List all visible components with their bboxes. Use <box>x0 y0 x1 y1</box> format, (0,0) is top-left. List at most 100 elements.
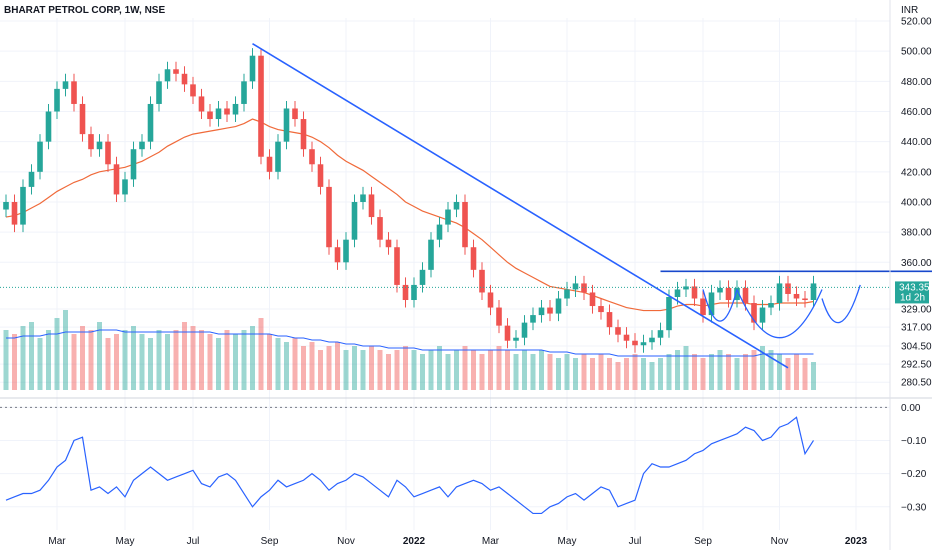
candle-body[interactable] <box>300 119 307 150</box>
candle-body[interactable] <box>190 84 196 97</box>
candle-body[interactable] <box>640 342 647 346</box>
candle-body[interactable] <box>71 81 77 104</box>
candle-body[interactable] <box>351 201 358 240</box>
candle-body[interactable] <box>249 55 256 82</box>
candle-body[interactable] <box>402 284 409 301</box>
candle-body[interactable] <box>470 247 477 270</box>
candle-body[interactable] <box>45 111 52 142</box>
candle-body[interactable] <box>564 289 570 299</box>
candle-body[interactable] <box>708 292 715 316</box>
candle-body[interactable] <box>232 103 239 115</box>
candle-body[interactable] <box>215 108 222 120</box>
candle-body[interactable] <box>810 283 817 301</box>
candle-body[interactable] <box>657 330 664 338</box>
candle-body[interactable] <box>419 269 426 285</box>
candle-body[interactable] <box>343 239 349 263</box>
candle-body[interactable] <box>173 69 179 74</box>
candle-body[interactable] <box>445 209 451 225</box>
candle-body[interactable] <box>54 88 60 112</box>
candle-body[interactable] <box>326 186 332 248</box>
candle-body[interactable] <box>37 141 43 172</box>
candle-body[interactable] <box>275 141 281 172</box>
candle-body[interactable] <box>436 224 443 240</box>
cup-handle-pattern[interactable] <box>702 284 861 339</box>
candle-body[interactable] <box>453 201 460 210</box>
candle-body[interactable] <box>292 108 298 120</box>
candle-body[interactable] <box>547 307 553 314</box>
candle-body[interactable] <box>334 247 341 263</box>
candle-body[interactable] <box>751 303 757 323</box>
candle-body[interactable] <box>411 284 417 301</box>
candle-body[interactable] <box>130 149 137 180</box>
candle-body[interactable] <box>394 247 400 285</box>
candle-body[interactable] <box>79 103 86 135</box>
candle-body[interactable] <box>479 269 485 293</box>
candle-body[interactable] <box>538 307 545 316</box>
candle-body[interactable] <box>496 307 502 326</box>
candle-body[interactable] <box>487 292 494 308</box>
candle-body[interactable] <box>802 298 808 301</box>
candle-body[interactable] <box>377 217 383 240</box>
candle-body[interactable] <box>139 141 145 150</box>
candle-body[interactable] <box>428 239 434 270</box>
candle-body[interactable] <box>385 239 392 248</box>
trendline[interactable] <box>252 42 789 369</box>
candle-body[interactable] <box>164 69 171 82</box>
candle-body[interactable] <box>521 322 528 338</box>
candle-body[interactable] <box>224 108 230 115</box>
candle-body[interactable] <box>156 81 162 104</box>
candle-body[interactable] <box>785 283 791 294</box>
candle-body[interactable] <box>768 303 774 308</box>
candle-body[interactable] <box>530 315 536 323</box>
candle-body[interactable] <box>360 194 366 202</box>
candle-body[interactable] <box>793 293 800 299</box>
candle-body[interactable] <box>504 325 511 341</box>
candle-body[interactable] <box>207 111 213 120</box>
candle-body[interactable] <box>759 307 766 323</box>
candle-body[interactable] <box>683 286 689 290</box>
candle-body[interactable] <box>581 283 587 293</box>
candle-body[interactable] <box>283 108 290 142</box>
candle-body[interactable] <box>3 201 9 210</box>
annotations[interactable] <box>0 42 932 369</box>
candle-body[interactable] <box>266 156 273 172</box>
candle-body[interactable] <box>589 292 596 307</box>
candle-body[interactable] <box>20 186 26 225</box>
candle-body[interactable] <box>181 73 188 85</box>
candle-body[interactable] <box>88 134 94 150</box>
candle-body[interactable] <box>258 55 264 157</box>
candle-body[interactable] <box>122 179 128 195</box>
candles[interactable] <box>3 48 817 353</box>
candle-body[interactable] <box>309 149 315 165</box>
candle-body[interactable] <box>11 201 18 225</box>
candle-body[interactable] <box>776 283 783 304</box>
candle-body[interactable] <box>674 289 681 297</box>
candle-body[interactable] <box>462 201 468 248</box>
candle-body[interactable] <box>105 141 111 165</box>
candle-body[interactable] <box>513 337 519 341</box>
candle-body[interactable] <box>666 296 672 331</box>
candle-body[interactable] <box>717 287 723 293</box>
candle-body[interactable] <box>649 337 655 343</box>
candle-body[interactable] <box>725 287 732 301</box>
candle-body[interactable] <box>606 312 613 328</box>
candle-body[interactable] <box>734 287 740 301</box>
candle-body[interactable] <box>198 96 205 112</box>
candle-body[interactable] <box>147 103 154 142</box>
candle-body[interactable] <box>241 81 247 104</box>
candle-body[interactable] <box>572 283 579 290</box>
candle-body[interactable] <box>317 164 324 187</box>
candle-body[interactable] <box>28 171 35 187</box>
candle-body[interactable] <box>96 141 103 150</box>
candle-body[interactable] <box>615 327 621 335</box>
candle-body[interactable] <box>62 81 69 89</box>
candle-body[interactable] <box>368 194 375 218</box>
candle-body[interactable] <box>742 287 749 304</box>
candle-body[interactable] <box>700 298 706 316</box>
candle-body[interactable] <box>113 164 120 195</box>
candle-body[interactable] <box>598 306 604 313</box>
candle-body[interactable] <box>623 334 630 341</box>
candle-body[interactable] <box>691 286 698 299</box>
candle-body[interactable] <box>555 298 562 314</box>
